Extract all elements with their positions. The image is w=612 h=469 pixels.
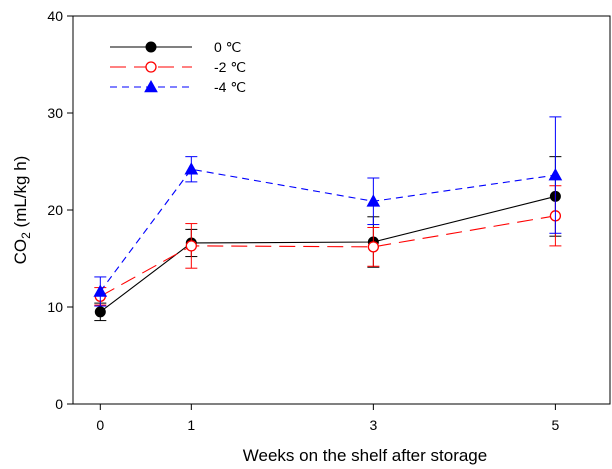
data-point	[185, 240, 197, 252]
y-tick-label: 10	[47, 299, 63, 315]
y-tick-label: 0	[55, 396, 63, 412]
plot-frame	[72, 15, 611, 405]
series-1	[94, 185, 562, 306]
y-tick-label: 20	[47, 202, 63, 218]
y-tick-label: 40	[47, 8, 63, 24]
y-axis-title: CO2 (mL/kg h)	[11, 156, 33, 265]
series-line	[100, 215, 556, 297]
data-point	[93, 284, 108, 297]
legend-marker	[144, 79, 158, 93]
legend-label: -4 ℃	[214, 79, 246, 95]
legend-label: 0 ℃	[214, 39, 241, 55]
series-line	[99, 168, 556, 292]
data-point	[184, 162, 199, 175]
data-point	[548, 168, 563, 181]
y-axis-title-subscript: 2	[19, 232, 33, 239]
x-tick-label: 1	[187, 417, 195, 433]
x-tick-label: 0	[96, 417, 104, 433]
legend: 0 ℃ -2 ℃ -4 ℃	[110, 39, 246, 95]
series-layer	[93, 116, 563, 322]
series-0	[94, 156, 562, 322]
legend-label: -2 ℃	[214, 59, 246, 75]
x-tick-label: 5	[551, 417, 559, 433]
x-tick-label: 3	[369, 417, 377, 433]
y-axis-title-main: CO	[11, 239, 30, 265]
series-line	[99, 195, 556, 313]
data-point	[367, 241, 380, 253]
y-axis-title-unit: (mL/kg h)	[11, 156, 30, 233]
series-2	[93, 116, 563, 307]
data-point	[94, 306, 106, 318]
data-point	[366, 194, 381, 207]
axes: 0 10 20 30 40 0 1 3 5	[47, 8, 611, 433]
x-axis-title: Weeks on the shelf after storage	[243, 446, 487, 465]
legend-marker	[145, 41, 157, 53]
legend-marker	[145, 61, 157, 73]
y-tick-label: 30	[47, 105, 63, 121]
